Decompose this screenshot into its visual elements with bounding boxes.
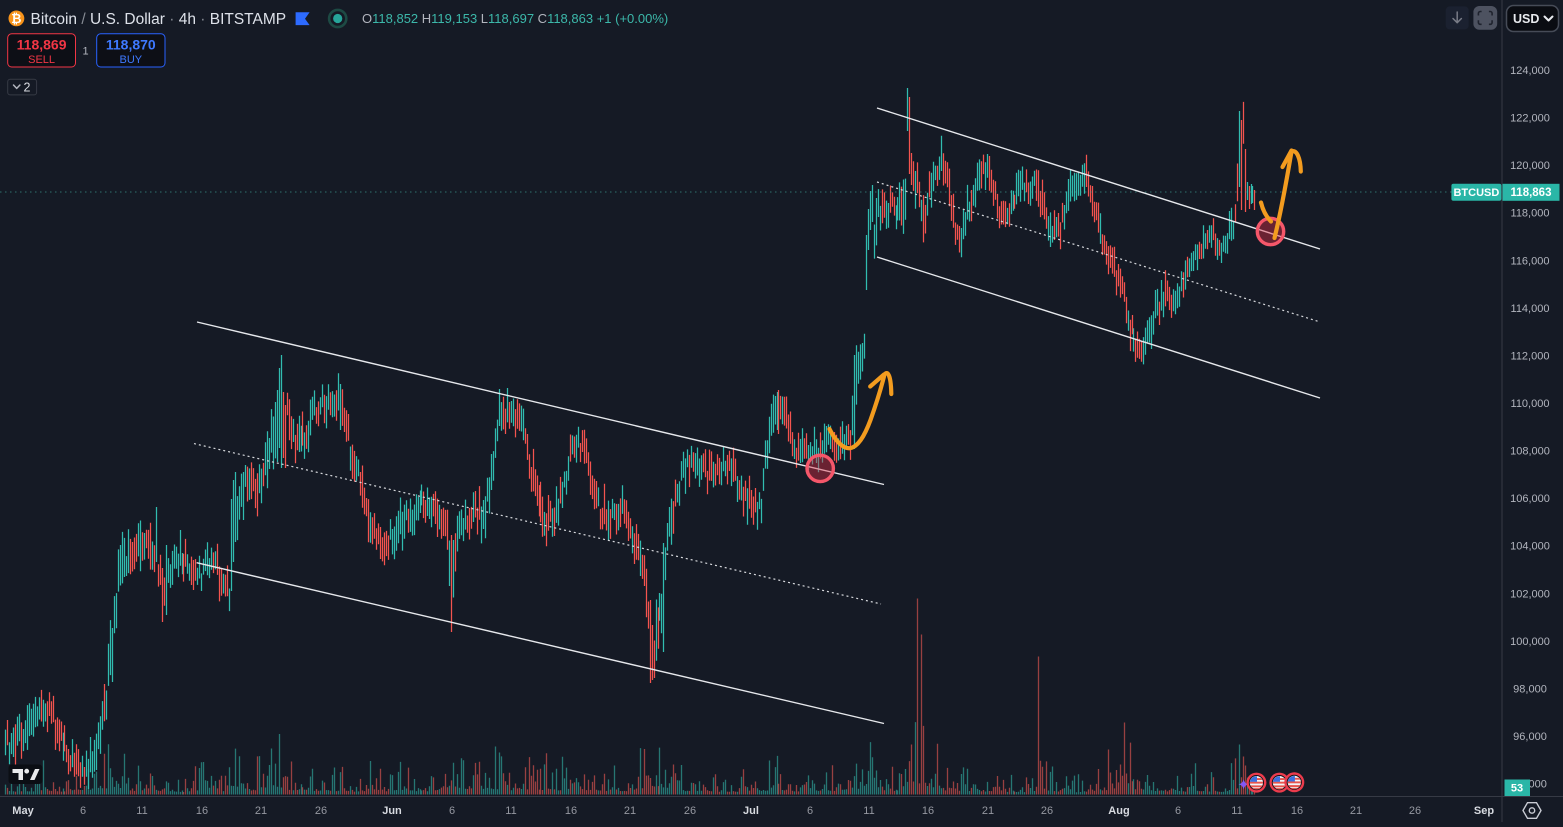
svg-text:26: 26: [684, 805, 696, 817]
svg-text:108,000: 108,000: [1510, 446, 1550, 458]
svg-text:26: 26: [1041, 805, 1053, 817]
svg-text:116,000: 116,000: [1511, 255, 1550, 267]
svg-text:110,000: 110,000: [1511, 398, 1550, 410]
svg-text:6: 6: [807, 805, 813, 817]
svg-text:11: 11: [505, 805, 516, 817]
svg-text:21: 21: [255, 805, 267, 817]
svg-text:11: 11: [863, 805, 874, 817]
svg-text:2: 2: [24, 81, 31, 95]
svg-text:May: May: [12, 805, 34, 817]
svg-text:26: 26: [315, 805, 327, 817]
svg-text:106,000: 106,000: [1510, 493, 1550, 505]
svg-text:Jul: Jul: [743, 805, 759, 817]
svg-text:118,000: 118,000: [1511, 208, 1550, 220]
svg-text:BTCUSD: BTCUSD: [1453, 187, 1499, 199]
svg-text:21: 21: [1350, 805, 1362, 817]
svg-text:₿: ₿: [11, 12, 21, 26]
svg-text:120,000: 120,000: [1510, 160, 1550, 172]
svg-text:118,870: 118,870: [106, 37, 156, 53]
svg-text:16: 16: [1291, 805, 1303, 817]
svg-text:Bitcoin / U.S. Dollar · 4h · B: Bitcoin / U.S. Dollar · 4h · BITSTAMP: [31, 11, 287, 28]
svg-text:11: 11: [1231, 805, 1242, 817]
svg-text:53: 53: [1511, 783, 1523, 795]
svg-text:21: 21: [982, 805, 994, 817]
svg-text:BUY: BUY: [119, 54, 142, 66]
svg-text:26: 26: [1409, 805, 1421, 817]
svg-text:112,000: 112,000: [1511, 350, 1550, 362]
svg-text:Aug: Aug: [1108, 805, 1129, 817]
svg-text:96,000: 96,000: [1513, 731, 1547, 743]
svg-text:6: 6: [80, 805, 86, 817]
svg-text:114,000: 114,000: [1511, 303, 1550, 315]
svg-text:1: 1: [82, 46, 88, 58]
svg-text:21: 21: [624, 805, 636, 817]
svg-text:124,000: 124,000: [1510, 65, 1550, 77]
svg-text:16: 16: [196, 805, 208, 817]
svg-text:118,863: 118,863: [1511, 187, 1552, 199]
svg-text:104,000: 104,000: [1510, 541, 1550, 553]
svg-text:118,869: 118,869: [17, 37, 67, 53]
svg-text:102,000: 102,000: [1510, 588, 1550, 600]
svg-text:11: 11: [136, 805, 147, 817]
svg-text:98,000: 98,000: [1513, 683, 1547, 695]
svg-text:122,000: 122,000: [1510, 113, 1550, 125]
svg-text:6: 6: [449, 805, 455, 817]
svg-text:16: 16: [922, 805, 934, 817]
svg-text:16: 16: [565, 805, 577, 817]
svg-text:6: 6: [1175, 805, 1181, 817]
svg-text:100,000: 100,000: [1510, 636, 1550, 648]
svg-text:SELL: SELL: [28, 54, 55, 66]
svg-text:Sep: Sep: [1474, 805, 1494, 817]
svg-text:Jun: Jun: [382, 805, 402, 817]
svg-text:O118,852 H119,153 L118,697 C11: O118,852 H119,153 L118,697 C118,863 +1 (…: [362, 11, 668, 26]
svg-text:USD: USD: [1513, 12, 1539, 26]
